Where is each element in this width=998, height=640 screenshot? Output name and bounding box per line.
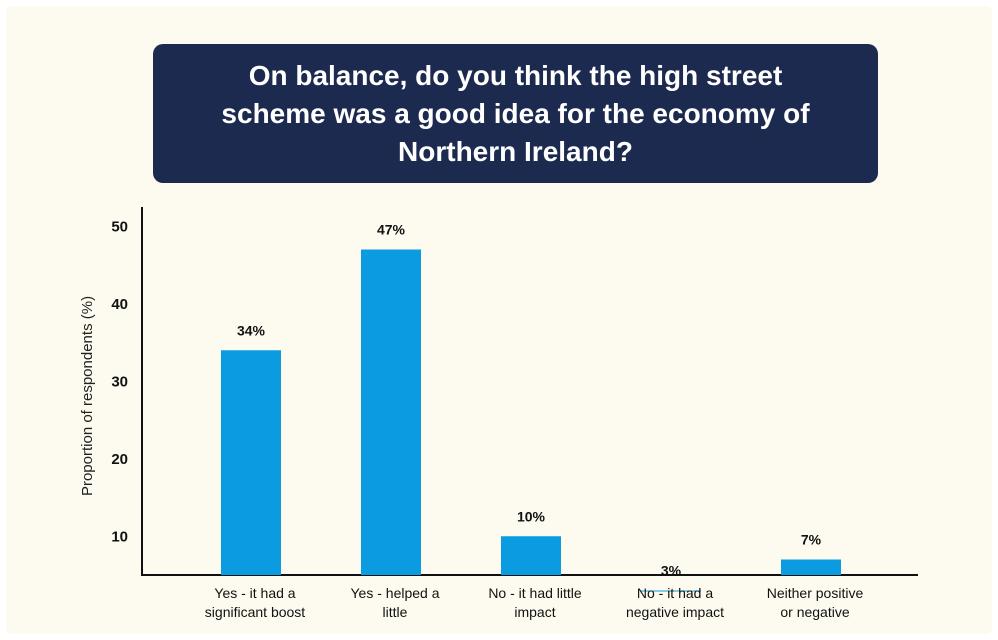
title-banner: On balance, do you think the high street… — [153, 44, 878, 183]
x-tick-label: Yes - helped a little — [351, 585, 440, 620]
bar — [641, 590, 701, 592]
x-tick-label-line: No - it had a — [637, 585, 713, 601]
x-tick-label-line: Yes - it had a — [214, 585, 295, 601]
x-tick-label-line: Neither positive — [767, 585, 864, 601]
x-tick-label: Neither positive or negative — [767, 585, 864, 620]
x-tick-label-line: little — [383, 604, 408, 620]
y-axis-label: Proportion of respondents (%) — [79, 296, 96, 496]
chart-title: On balance, do you think the high street… — [221, 59, 810, 167]
data-label: 34% — [237, 322, 266, 338]
x-tick-label: Yes - it had a significant boost — [205, 585, 306, 620]
y-tick-label: 50 — [111, 218, 128, 235]
bar — [221, 350, 281, 575]
x-tick-label-line: impact — [514, 604, 555, 620]
chart-panel: On balance, do you think the high street… — [6, 6, 992, 634]
data-label: 3% — [661, 563, 682, 579]
x-tick-label-line: Yes - helped a — [351, 585, 440, 601]
x-tick-label: No - it had a negative impact — [626, 585, 724, 620]
y-tick-label: 20 — [111, 451, 128, 468]
x-tick-label-line: negative impact — [626, 604, 724, 620]
x-tick-label-line: or negative — [780, 604, 849, 620]
x-tick-label: No - it had little impact — [488, 585, 582, 620]
y-tick-label: 30 — [111, 373, 128, 390]
x-tick-label-line: significant boost — [205, 604, 306, 620]
bar — [781, 559, 841, 575]
data-label: 7% — [801, 532, 822, 548]
x-tick-label-line: No - it had little — [488, 585, 582, 601]
bar — [361, 249, 421, 575]
y-tick-label: 40 — [111, 296, 128, 313]
y-tick-label: 10 — [111, 528, 128, 545]
bar — [501, 536, 561, 575]
data-label: 47% — [377, 222, 406, 238]
data-label: 10% — [517, 508, 546, 524]
